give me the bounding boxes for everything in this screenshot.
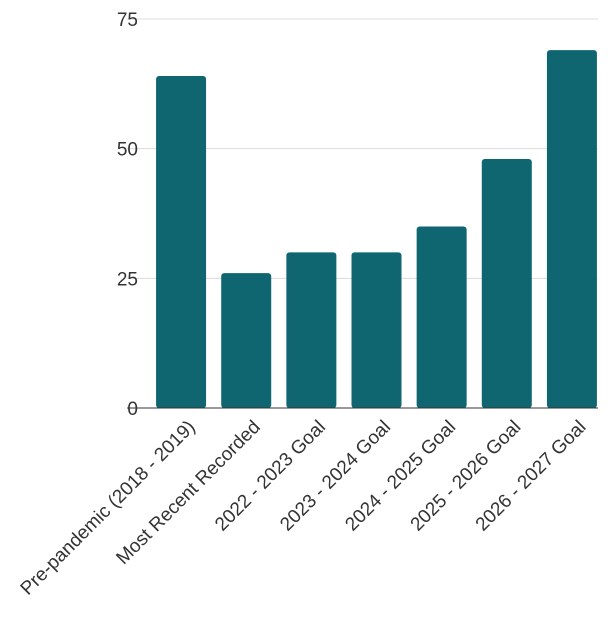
bar (156, 76, 207, 408)
bar (481, 159, 532, 408)
y-tick-label: 25 (117, 269, 138, 290)
x-category-label: 2024 - 2025 Goal (341, 417, 460, 536)
y-tick-label: 75 (117, 10, 138, 31)
x-category-label: 2026 - 2027 Goal (472, 417, 591, 536)
bar (546, 50, 597, 409)
y-tick-label: 50 (117, 140, 138, 161)
bar (416, 226, 467, 408)
x-category-label: 2022 - 2023 Goal (211, 417, 330, 536)
bar (286, 252, 337, 408)
bar (221, 273, 272, 408)
y-axis-ticks: 0 25 50 75 (117, 10, 138, 420)
x-axis-labels: Pre-pandemic (2018 - 2019)Most Recent Re… (17, 417, 591, 600)
x-category-label: 2023 - 2024 Goal (276, 417, 395, 536)
y-tick-label: 0 (127, 399, 138, 420)
bar (351, 252, 402, 408)
bars (156, 50, 597, 409)
x-category-label: 2025 - 2026 Goal (407, 417, 526, 536)
